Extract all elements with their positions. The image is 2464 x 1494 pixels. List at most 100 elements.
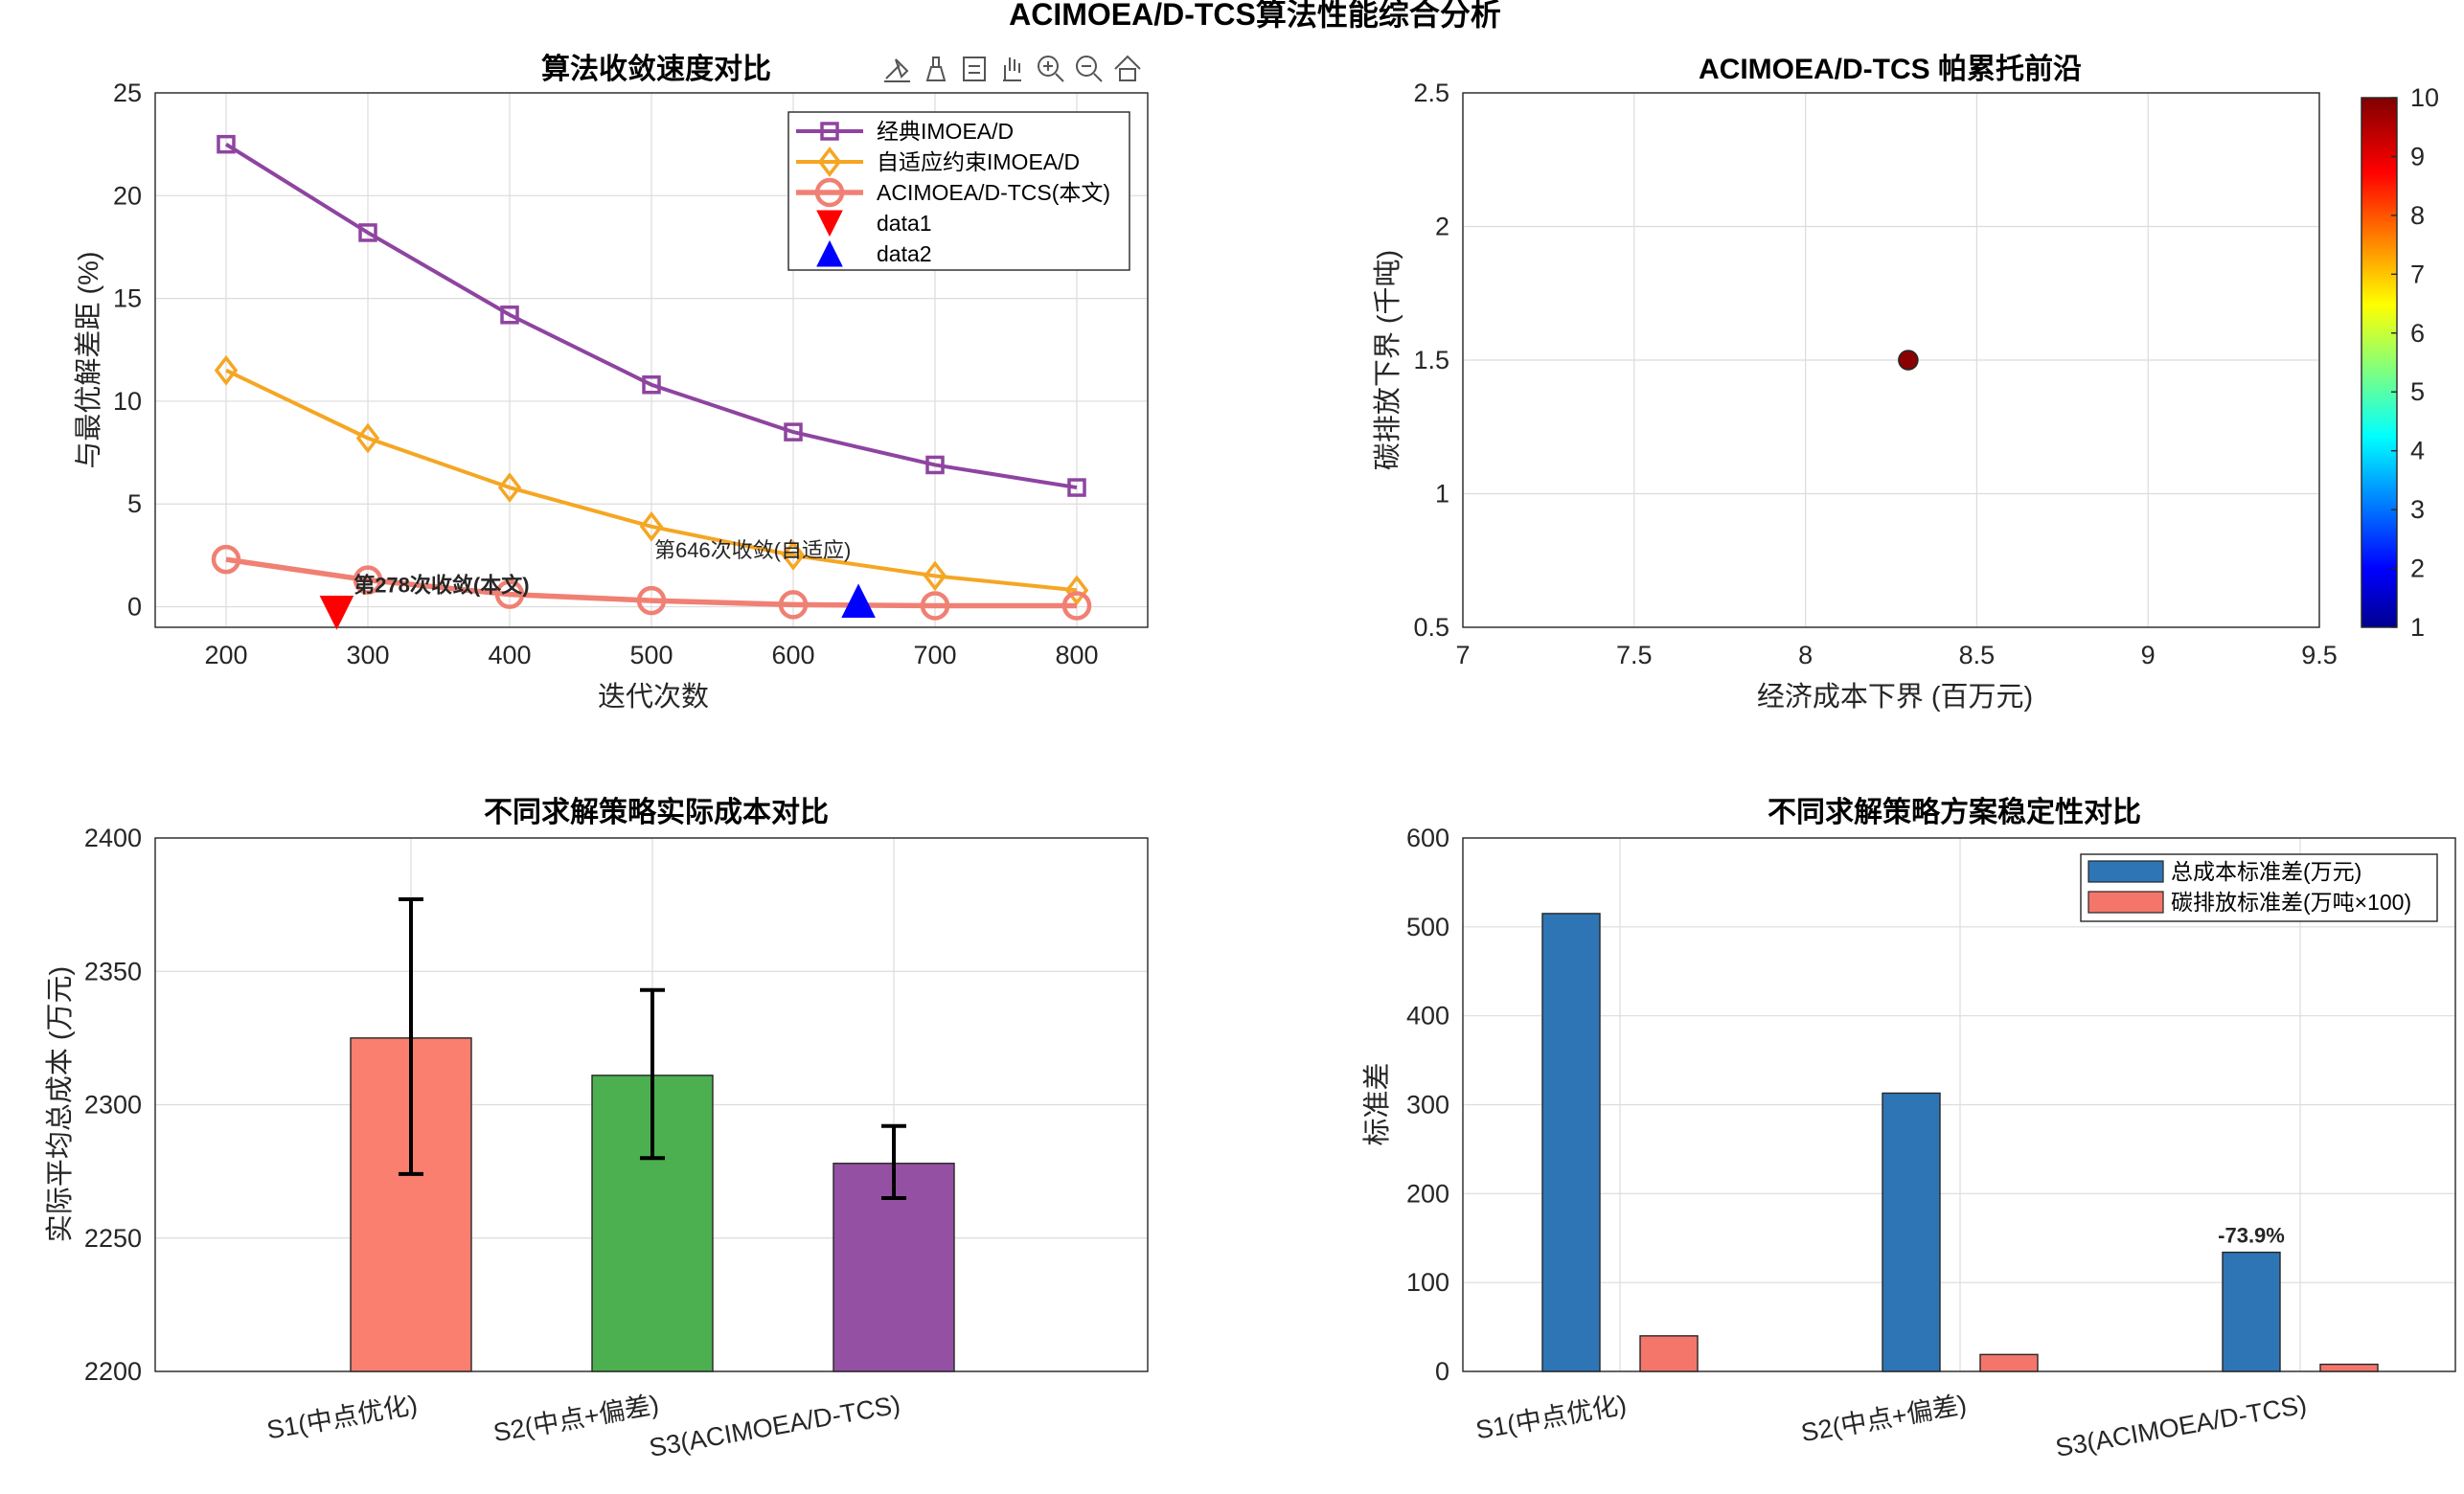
convergence-ylabel: 与最优解差距 (%) (73, 251, 104, 468)
series-marker (636, 585, 667, 616)
colorbar-tick-label: 10 (2410, 83, 2439, 112)
zoom-out-icon[interactable] (1076, 56, 1103, 82)
series-marker (778, 590, 809, 620)
y-tick-label: 1 (1435, 480, 1449, 509)
y-tick-label: 2250 (84, 1224, 142, 1253)
y-tick-label: 10 (113, 387, 142, 416)
colorbar-tick-label: 9 (2410, 142, 2425, 170)
legend-label: data2 (877, 241, 932, 266)
y-tick-label: 100 (1406, 1268, 1449, 1297)
y-tick-label: 5 (127, 489, 142, 518)
convergence-chart-title: 算法收敛速度对比 (541, 53, 771, 85)
x-tick-label: 800 (1055, 641, 1098, 669)
stability-legend[interactable]: 总成本标准差(万元) 碳排放标准差(万吨×100) (2080, 853, 2438, 922)
legend-marker (820, 122, 839, 141)
y-tick-label: 2 (1435, 213, 1449, 241)
y-tick-label: 300 (1406, 1091, 1449, 1120)
icon-part (1093, 73, 1103, 82)
series-marker (1061, 591, 1092, 621)
zoom-in-icon[interactable] (1038, 56, 1064, 82)
x-tick-label: 7 (1455, 641, 1470, 669)
legend-label: 总成本标准差(万元) (2171, 859, 2361, 884)
y-tick-label: 2400 (84, 824, 142, 852)
data-tips-icon[interactable] (925, 57, 947, 81)
series-marker (358, 223, 377, 242)
icon-part (1038, 56, 1059, 77)
pareto-point (1898, 350, 1919, 371)
y-tick-label: 200 (1406, 1179, 1449, 1208)
cost-std-bar (1541, 913, 1601, 1372)
y-tick-label: 500 (1406, 913, 1449, 941)
series-marker (217, 134, 236, 154)
x-tick-label: 9.5 (2301, 641, 2338, 669)
icon-part (1114, 55, 1141, 70)
x-tick-label: 600 (771, 641, 814, 669)
convergence-chart: 算法收敛速度对比 200 300 400 500 600 700 800 0 5 10 15 20 25… (73, 53, 1149, 713)
series-line (224, 142, 1078, 490)
convergence-legend[interactable]: 经典IMOEA/D 自适应约束IMOEA/D ACIMOEA/D-TCS(本文) da… (787, 111, 1130, 271)
category-label: S2(中点+偏差) (1799, 1390, 1969, 1447)
series-marker (920, 591, 950, 621)
home-icon[interactable] (1114, 55, 1141, 81)
legend-swatch (2088, 891, 2164, 914)
series-marker (214, 354, 239, 386)
x-tick-label: 700 (913, 641, 956, 669)
colorbar-tick-label: 8 (2410, 201, 2425, 230)
y-tick-label: 400 (1406, 1002, 1449, 1030)
category-label: S3(ACIMOEA/D-TCS) (2053, 1390, 2309, 1462)
cost-chart-title: 不同求解策略实际成本对比 (484, 796, 829, 828)
convergence-axes-frame (154, 92, 1149, 628)
reduction-annotation: -73.9% (2218, 1223, 2285, 1247)
category-label: S3(ACIMOEA/D-TCS) (647, 1390, 902, 1462)
x-tick-label: 8 (1798, 641, 1813, 669)
series-marker (1064, 575, 1089, 606)
stability-chart: 不同求解策略方案稳定性对比 0 100 200 300 400 500 600 S1(中点优化… (1361, 796, 2456, 1462)
series-marker (355, 422, 380, 454)
series-marker (642, 375, 661, 395)
carbon-std-bar (1979, 1353, 2039, 1372)
legend-label: data1 (877, 211, 932, 236)
event-marker (319, 596, 354, 630)
series-marker (497, 472, 522, 503)
convergence-annotation: 第278次收敛(本文) (354, 574, 529, 598)
y-tick-label: 1.5 (1413, 346, 1449, 374)
category-label: S1(中点优化) (264, 1390, 420, 1444)
y-tick-label: 2.5 (1413, 79, 1449, 107)
colorbar-tick-label: 6 (2410, 319, 2425, 348)
legend-marker (814, 177, 845, 208)
pareto-colorbar: 1 2 3 4 5 6 7 8 9 10 (2361, 83, 2439, 642)
legend-swatch (2088, 860, 2164, 883)
cost-chart: 不同求解策略实际成本对比 2200 2250 2300 2350 2400 S1(中点优化… (44, 796, 1149, 1462)
figure-suptitle: ACIMOEA/D-TCS算法性能综合分析 (1009, 0, 1501, 32)
brush-icon[interactable] (884, 58, 910, 82)
y-tick-label: 25 (113, 79, 142, 107)
icon-part (1055, 73, 1064, 82)
pan-icon[interactable] (1003, 57, 1021, 81)
icon-part (1076, 56, 1097, 77)
y-tick-label: 0 (1435, 1357, 1449, 1386)
category-label: S2(中点+偏差) (491, 1390, 661, 1447)
series-marker (500, 306, 519, 325)
cost-std-bar (2222, 1251, 2281, 1372)
icon-part (884, 58, 910, 82)
convergence-xlabel: 迭代次数 (598, 681, 709, 713)
y-tick-label: 600 (1406, 824, 1449, 852)
icon-part (963, 57, 986, 81)
stability-axes-frame (1462, 837, 2456, 1372)
carbon-std-bar (2319, 1363, 2379, 1372)
icon-part (1119, 68, 1136, 81)
legend-toggle-icon[interactable] (963, 57, 986, 81)
series-marker (925, 455, 945, 475)
y-tick-label: 2200 (84, 1357, 142, 1386)
legend-marker (816, 239, 843, 267)
x-tick-label: 8.5 (1959, 641, 1996, 669)
cost-std-bar (1882, 1092, 1941, 1372)
series-line (225, 556, 1077, 609)
series-line (225, 368, 1078, 593)
series-marker (784, 422, 803, 441)
y-tick-label: 2300 (84, 1091, 142, 1120)
x-tick-label: 500 (629, 641, 673, 669)
stability-ylabel: 标准差 (1361, 1062, 1393, 1145)
icon-part (1003, 57, 1021, 81)
pareto-chart: ACIMOEA/D-TCS 帕累托前沿 7 7.5 8 8.5 9 9.5 0.5 1 1.5 2… (1372, 54, 2439, 713)
